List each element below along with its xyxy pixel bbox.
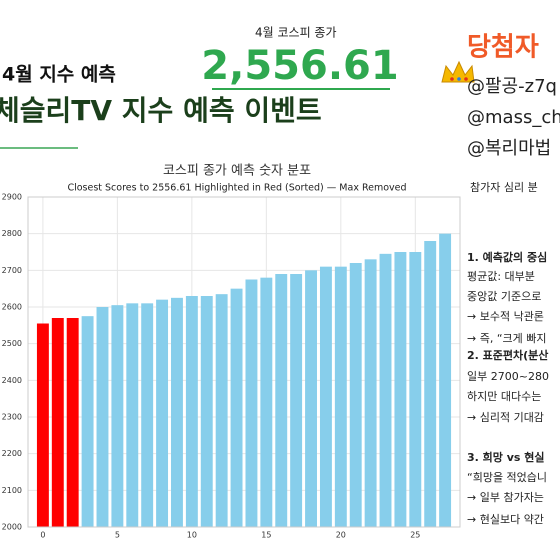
bar — [319, 266, 332, 527]
panel-line: → 일부 참가자는 — [467, 490, 544, 504]
x-tick-label: 15 — [261, 531, 271, 540]
bar — [156, 299, 169, 527]
bar — [275, 274, 288, 527]
bar — [51, 318, 64, 527]
panel-line: → 현실보다 약간 — [467, 512, 544, 526]
panel-line: 3. 희망 vs 현실 — [467, 450, 545, 464]
bar — [96, 307, 109, 527]
panel-line: 하지만 대다수는 — [467, 389, 541, 403]
panel-line: → 보수적 낙관론 — [467, 310, 544, 323]
bar — [409, 252, 422, 527]
bar — [171, 297, 183, 527]
y-tick-label: 2200 — [2, 449, 22, 458]
bar — [439, 233, 452, 527]
chart-subtitle: Closest Scores to 2556.61 Highlighted in… — [67, 183, 406, 194]
bar — [260, 277, 273, 527]
y-tick-label: 2300 — [2, 413, 22, 422]
panel-title: 참가자 심리 분 — [470, 181, 538, 194]
y-tick-label: 2100 — [2, 486, 22, 495]
winner-name: @복리마법 — [467, 138, 551, 159]
bar — [126, 303, 139, 527]
header-subtitle: 4월 지수 예측 — [2, 64, 116, 86]
bar — [334, 266, 347, 527]
close-value: 2,556.61 — [201, 43, 398, 89]
close-label: 4월 코스피 종가 — [255, 26, 337, 40]
y-tick-label: 2800 — [2, 229, 22, 238]
panel-line: 2. 표준편차(분산 — [467, 348, 548, 362]
y-tick-label: 2900 — [2, 193, 22, 202]
bar — [394, 252, 407, 527]
winner-name: @팔공-z7q — [467, 76, 557, 97]
bar — [364, 259, 377, 527]
bar — [111, 305, 124, 527]
bar — [230, 288, 243, 527]
crown-icon — [441, 60, 475, 83]
y-tick-label: 2000 — [2, 523, 22, 532]
bar — [379, 253, 392, 528]
panel-line: 1. 예측값의 중심 — [467, 250, 547, 264]
bar — [141, 303, 154, 527]
bar — [36, 323, 49, 527]
bar — [349, 263, 362, 527]
panel-line: “희망을 적었습니 — [467, 471, 547, 484]
panel-line: → 심리적 기대감 — [467, 411, 544, 424]
panel-line: → 즉, “크게 빠지 — [467, 332, 547, 345]
y-tick-label: 2400 — [2, 376, 22, 385]
bar — [200, 296, 213, 527]
x-tick-label: 10 — [187, 531, 197, 540]
x-tick-label: 0 — [40, 531, 45, 540]
bar — [81, 316, 94, 527]
panel-line: 일부 2700~280 — [467, 369, 549, 383]
winners-title: 당첨자 — [467, 33, 539, 63]
chart-title: 코스피 종가 예측 숫자 분포 — [163, 164, 311, 179]
bar — [305, 270, 317, 527]
panel-line: 평균값: 대부분 — [467, 270, 535, 283]
y-tick-label: 2600 — [2, 303, 22, 312]
bar — [66, 318, 79, 527]
winner-name: @mass_ch — [467, 107, 560, 128]
bar — [424, 241, 437, 527]
x-tick-label: 5 — [115, 531, 120, 540]
x-tick-label: 20 — [336, 531, 346, 540]
bar — [215, 294, 228, 527]
header-title: 체슬리TV 지수 예측 이벤트 — [0, 94, 322, 127]
y-tick-label: 2700 — [2, 266, 22, 275]
y-tick-label: 2500 — [2, 339, 22, 348]
x-tick-label: 25 — [410, 531, 420, 540]
bar — [185, 296, 198, 527]
panel-line: 중앙값 기준으로 — [467, 290, 541, 303]
bar — [245, 279, 258, 527]
plot-frame — [27, 196, 461, 528]
bar — [290, 274, 303, 527]
